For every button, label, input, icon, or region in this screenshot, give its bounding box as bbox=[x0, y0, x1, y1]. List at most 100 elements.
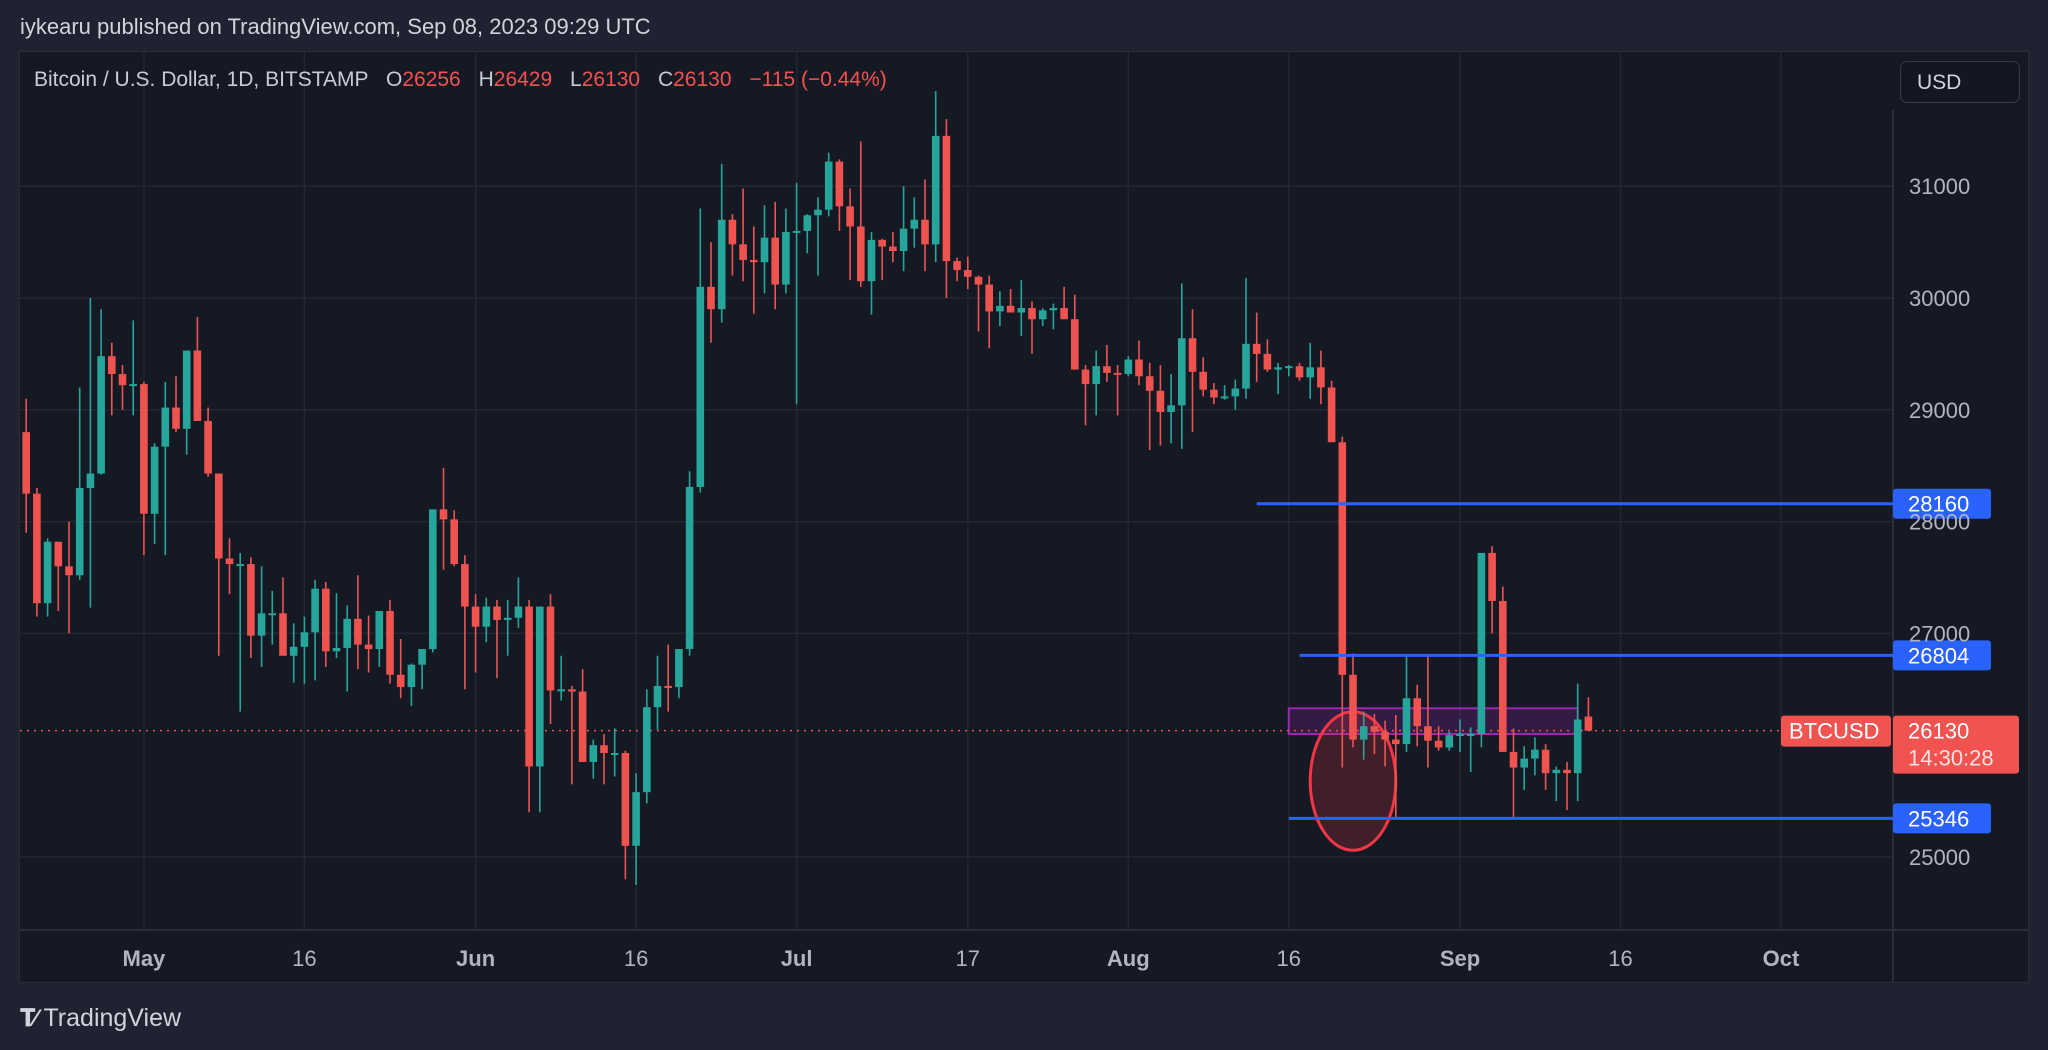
candle bbox=[1317, 367, 1325, 388]
candle bbox=[172, 407, 180, 429]
candle bbox=[1156, 390, 1165, 413]
candle bbox=[578, 691, 587, 762]
candle bbox=[685, 486, 694, 650]
candle bbox=[75, 488, 84, 576]
candle bbox=[664, 685, 672, 688]
candle bbox=[1145, 376, 1154, 391]
candle bbox=[289, 646, 298, 656]
candle bbox=[996, 305, 1004, 312]
level-price-tag bbox=[1893, 488, 1991, 519]
svg-text:26130: 26130 bbox=[1908, 719, 1969, 744]
candle bbox=[1445, 735, 1454, 748]
x-tick-label: Oct bbox=[1763, 946, 1800, 971]
candle bbox=[1274, 367, 1282, 370]
candle bbox=[1167, 405, 1175, 413]
candle bbox=[546, 606, 555, 691]
last-price-tag bbox=[1893, 715, 2019, 774]
candle bbox=[632, 792, 640, 846]
candle bbox=[1060, 308, 1068, 320]
candle bbox=[300, 632, 309, 647]
y-tick-label: 28000 bbox=[1909, 510, 1970, 535]
candle bbox=[493, 606, 501, 620]
x-tick-label: Jul bbox=[781, 946, 813, 971]
open-value: 26256 bbox=[402, 68, 461, 91]
candle bbox=[696, 286, 705, 487]
candle bbox=[482, 606, 491, 627]
y-tick-label: 29000 bbox=[1909, 398, 1970, 423]
candle bbox=[621, 753, 630, 846]
candle bbox=[311, 588, 319, 633]
candle bbox=[1242, 343, 1250, 389]
range-rectangle[interactable] bbox=[1287, 707, 1579, 736]
candle bbox=[503, 617, 512, 620]
candle bbox=[985, 284, 993, 312]
candle bbox=[418, 649, 426, 665]
candle bbox=[322, 588, 330, 652]
svg-text:BTCUSD: BTCUSD bbox=[1789, 719, 1879, 744]
candle bbox=[1573, 719, 1582, 774]
candle bbox=[750, 259, 758, 263]
candle bbox=[1113, 372, 1122, 375]
y-tick-label: 27000 bbox=[1909, 621, 1970, 646]
candle bbox=[589, 745, 598, 762]
candle bbox=[1188, 338, 1197, 372]
countdown-timer: 14:30:28 bbox=[1908, 746, 1994, 771]
candle bbox=[407, 664, 416, 688]
candle bbox=[536, 606, 544, 767]
candle bbox=[610, 753, 619, 756]
chart-frame[interactable] bbox=[19, 51, 2029, 983]
candle bbox=[964, 270, 972, 277]
candle bbox=[1006, 305, 1015, 313]
candle bbox=[942, 135, 951, 262]
level-price-tag bbox=[1893, 803, 1991, 834]
candle bbox=[1392, 739, 1400, 745]
x-tick-label: May bbox=[123, 946, 167, 971]
candle bbox=[1038, 310, 1047, 320]
candle bbox=[1381, 731, 1389, 740]
y-tick-label: 30000 bbox=[1909, 286, 1970, 311]
candle bbox=[450, 519, 458, 565]
candle bbox=[108, 356, 116, 375]
candle bbox=[396, 674, 405, 688]
x-tick-label: 16 bbox=[624, 946, 648, 971]
currency-button[interactable]: USD bbox=[1900, 61, 2020, 103]
candle bbox=[1584, 716, 1593, 731]
published-byline: iykearu published on TradingView.com, Se… bbox=[20, 14, 651, 39]
candle bbox=[118, 374, 127, 386]
svg-text:26804: 26804 bbox=[1908, 643, 1969, 668]
symbol-legend: Bitcoin / U.S. Dollar, 1D, BITSTAMP O262… bbox=[34, 68, 887, 92]
candle bbox=[1263, 353, 1272, 370]
candle bbox=[236, 564, 244, 567]
candle bbox=[921, 219, 929, 245]
candle bbox=[1135, 359, 1143, 377]
candle bbox=[268, 613, 277, 616]
candle bbox=[568, 689, 576, 692]
candle bbox=[471, 606, 480, 627]
close-label: C bbox=[657, 68, 674, 91]
footer-brand[interactable]: 𝐓∕ TradingView bbox=[20, 1004, 181, 1033]
low-value: 26130 bbox=[581, 68, 641, 91]
candle bbox=[1210, 389, 1218, 398]
candle bbox=[1220, 396, 1229, 399]
candle bbox=[803, 215, 812, 231]
candle bbox=[600, 745, 608, 754]
candle bbox=[1509, 751, 1518, 768]
candle bbox=[1424, 726, 1432, 741]
candle bbox=[204, 420, 212, 474]
candle bbox=[439, 509, 448, 520]
candle bbox=[1071, 319, 1079, 370]
x-tick-label: 16 bbox=[1277, 946, 1301, 971]
x-tick-label: 16 bbox=[292, 946, 316, 971]
candle bbox=[332, 647, 341, 652]
candles bbox=[20, 91, 1893, 885]
candle bbox=[739, 244, 747, 260]
candle bbox=[343, 618, 351, 648]
candle bbox=[22, 432, 30, 494]
candle bbox=[931, 135, 940, 245]
candle bbox=[1520, 758, 1528, 768]
symbol-title: Bitcoin / U.S. Dollar, 1D, BITSTAMP bbox=[34, 68, 369, 91]
x-tick-label: Jun bbox=[456, 946, 495, 971]
candle bbox=[257, 613, 266, 636]
candle bbox=[1541, 749, 1550, 774]
